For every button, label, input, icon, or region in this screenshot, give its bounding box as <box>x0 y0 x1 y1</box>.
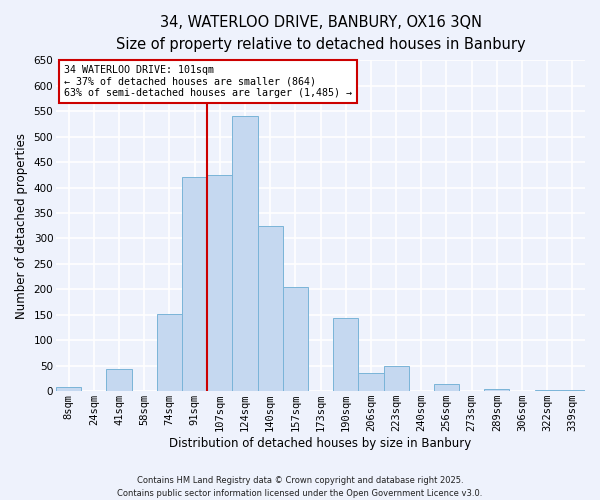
Bar <box>535 390 560 391</box>
Bar <box>283 287 308 391</box>
X-axis label: Distribution of detached houses by size in Banbury: Distribution of detached houses by size … <box>169 437 472 450</box>
Bar <box>358 374 383 391</box>
Bar <box>106 369 131 391</box>
Bar <box>257 226 283 391</box>
Bar <box>232 116 257 391</box>
Title: 34, WATERLOO DRIVE, BANBURY, OX16 3QN
Size of property relative to detached hous: 34, WATERLOO DRIVE, BANBURY, OX16 3QN Si… <box>116 15 526 52</box>
Bar <box>434 384 459 391</box>
Bar <box>207 175 232 391</box>
Bar <box>157 314 182 391</box>
Text: Contains HM Land Registry data © Crown copyright and database right 2025.
Contai: Contains HM Land Registry data © Crown c… <box>118 476 482 498</box>
Bar <box>560 390 585 391</box>
Bar <box>182 178 207 391</box>
Bar <box>484 388 509 391</box>
Y-axis label: Number of detached properties: Number of detached properties <box>15 132 28 318</box>
Bar <box>333 318 358 391</box>
Text: 34 WATERLOO DRIVE: 101sqm
← 37% of detached houses are smaller (864)
63% of semi: 34 WATERLOO DRIVE: 101sqm ← 37% of detac… <box>64 66 352 98</box>
Bar <box>56 387 81 391</box>
Bar <box>383 366 409 391</box>
